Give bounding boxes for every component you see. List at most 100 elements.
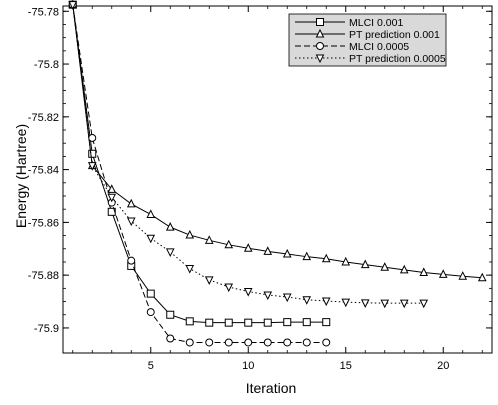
data-point [224, 239, 234, 249]
data-point [322, 318, 331, 327]
data-point [165, 248, 175, 258]
data-point [360, 299, 370, 308]
data-point [126, 217, 136, 227]
data-point [205, 318, 214, 327]
data-point [185, 229, 195, 239]
legend-marker [316, 42, 324, 50]
data-point [399, 264, 409, 274]
data-point [438, 269, 448, 278]
y-axis-title: Energy (Hartree) [13, 124, 29, 228]
series-1 [68, 0, 487, 282]
data-point [166, 310, 175, 319]
y-tick-label: -75.8 [34, 59, 59, 71]
legend-label: PT prediction 0.0005 [349, 53, 446, 65]
data-point [88, 149, 97, 158]
legend-entry: MLCI 0.001 [295, 17, 403, 29]
data-point [224, 338, 233, 347]
legend-label: MLCI 0.001 [349, 17, 403, 29]
data-point [126, 198, 136, 208]
x-tick-label: 5 [148, 360, 154, 372]
data-point [283, 338, 292, 347]
legend-marker [315, 28, 325, 38]
data-point [302, 251, 312, 261]
data-point [204, 235, 214, 244]
data-point [341, 298, 351, 308]
data-point [244, 318, 253, 327]
data-point [263, 318, 272, 327]
series-3 [68, 1, 429, 309]
data-point [282, 293, 292, 303]
legend-label: MLCI 0.0005 [349, 41, 409, 53]
data-point [243, 243, 253, 252]
data-point [302, 338, 311, 347]
data-point [282, 248, 292, 258]
data-point [146, 289, 155, 298]
x-axis-title: Iteration [246, 380, 297, 396]
legend-marker [315, 54, 325, 64]
y-tick-label: -75.88 [28, 270, 59, 282]
legend-entry: MLCI 0.0005 [295, 41, 409, 53]
data-point [302, 296, 312, 305]
y-tick-label: -75.82 [28, 112, 59, 124]
legend-entry: PT prediction 0.0005 [295, 53, 446, 65]
data-point [224, 318, 233, 327]
data-point [243, 288, 253, 297]
data-point [263, 338, 272, 347]
data-point [399, 299, 409, 309]
plot-frame [62, 5, 493, 354]
plot-border [62, 5, 493, 354]
data-point [107, 184, 117, 193]
x-tick-label: 10 [242, 360, 254, 372]
y-tick-label: -75.84 [28, 165, 59, 177]
x-tick-label: 15 [340, 360, 352, 372]
data-point [380, 299, 390, 309]
data-point [185, 338, 194, 347]
data-point [458, 271, 468, 280]
y-tick-label: -75.9 [34, 323, 59, 335]
legend-box [288, 13, 447, 67]
data-point [165, 222, 175, 231]
y-axis: -75.78 -75.8 -75.82 -75.84 -75.86 -75.88 -75.9 [28, 6, 492, 335]
data-point [146, 308, 155, 317]
data-point [322, 338, 331, 347]
series-layer [68, 0, 487, 347]
data-point [321, 253, 331, 263]
legend-label: PT prediction 0.001 [349, 29, 440, 41]
series-line [72, 4, 327, 324]
data-point [224, 283, 234, 293]
data-point [185, 317, 194, 326]
x-axis: 5 10 15 20 [72, 6, 483, 372]
y-tick-label: -75.86 [28, 217, 59, 229]
data-point [127, 256, 136, 265]
data-point [244, 338, 253, 347]
data-point [204, 276, 214, 286]
data-point [107, 193, 117, 203]
data-point [360, 259, 370, 269]
data-point [419, 299, 429, 309]
data-point [205, 338, 214, 347]
data-point [380, 262, 390, 271]
data-point [477, 272, 487, 282]
data-point [146, 209, 156, 218]
y-tick-label: -75.78 [28, 6, 59, 18]
data-point [341, 256, 351, 266]
data-point [263, 246, 273, 255]
x-tick-label: 20 [437, 360, 449, 372]
data-point [283, 318, 292, 327]
data-point [68, 1, 78, 10]
legend-entry: PT prediction 0.001 [295, 28, 440, 41]
data-point [166, 334, 175, 343]
data-point [146, 234, 156, 244]
series-line [72, 4, 327, 343]
data-point [302, 318, 311, 327]
data-point [321, 297, 331, 307]
data-point [88, 133, 97, 142]
series-line [72, 4, 483, 279]
legend-marker [316, 18, 324, 26]
data-point [185, 265, 195, 274]
series-0 [68, 0, 331, 327]
data-point [263, 291, 273, 301]
data-point [87, 162, 97, 171]
